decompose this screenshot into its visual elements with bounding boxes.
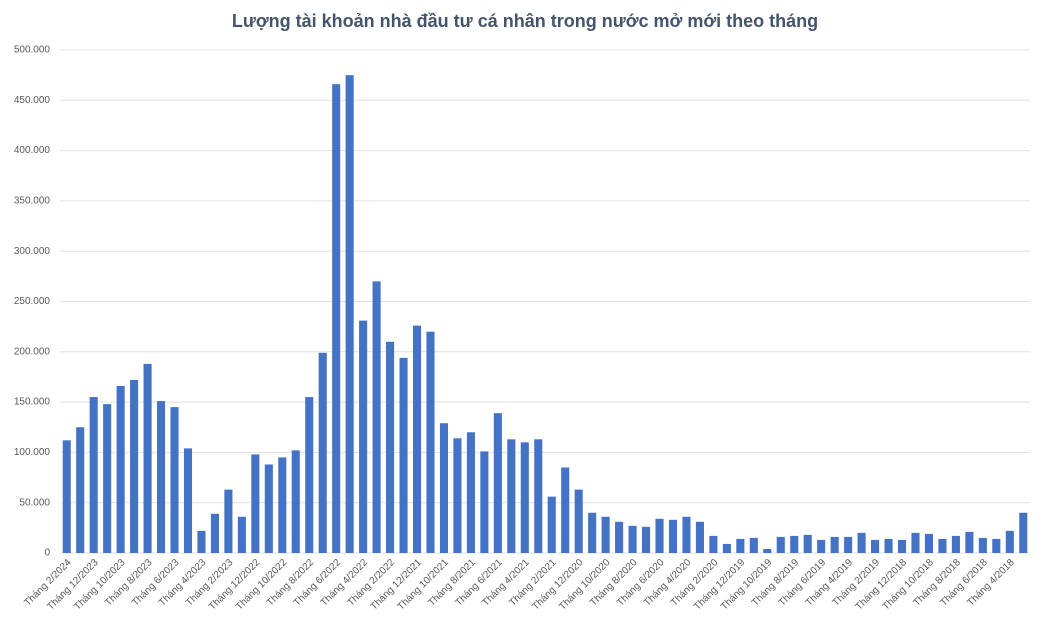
- bar: [62, 440, 71, 553]
- bar: [628, 525, 637, 553]
- bar: [871, 539, 880, 553]
- bar: [736, 538, 745, 553]
- bar: [642, 526, 651, 553]
- y-tick-label: 150.000: [14, 397, 51, 408]
- bar: [924, 533, 933, 553]
- bar: [399, 357, 408, 553]
- bar: [561, 467, 570, 553]
- bar: [210, 513, 219, 553]
- bar: [426, 331, 435, 553]
- bar: [615, 521, 624, 553]
- bar: [386, 341, 395, 553]
- x-tick-label: Tháng 4/2018: [965, 557, 1017, 609]
- bar: [588, 512, 597, 553]
- y-tick-label: 100.000: [14, 447, 51, 458]
- y-tick-label: 200.000: [14, 346, 51, 357]
- bar: [412, 325, 422, 553]
- y-tick-label: 500.000: [14, 45, 51, 56]
- bar: [291, 450, 300, 553]
- bar: [453, 438, 462, 553]
- bar: [372, 281, 381, 553]
- bar: [1005, 530, 1014, 553]
- bar: [439, 423, 448, 553]
- bar: [359, 320, 368, 553]
- bar: [89, 397, 98, 553]
- bar: [197, 530, 206, 553]
- bar: [763, 548, 772, 553]
- bar: [749, 537, 758, 553]
- bar: [224, 489, 233, 553]
- chart-title: Lượng tài khoản nhà đầu tư cá nhân trong…: [232, 11, 818, 31]
- bar: [547, 496, 556, 553]
- bar: [776, 536, 785, 553]
- bar: [466, 432, 475, 553]
- bar: [103, 404, 112, 553]
- bar: [978, 537, 987, 553]
- bar: [143, 363, 152, 553]
- y-tick-label: 350.000: [14, 196, 51, 207]
- bar: [884, 538, 893, 553]
- y-tick-label: 250.000: [14, 296, 51, 307]
- bar: [345, 75, 354, 554]
- bar: [251, 454, 260, 553]
- bar: [332, 84, 341, 553]
- bar: [520, 442, 529, 553]
- bar: [116, 386, 125, 553]
- bar: [170, 407, 179, 553]
- y-tick-label: 300.000: [14, 246, 51, 257]
- bar: [278, 457, 287, 553]
- bar: [992, 538, 1001, 553]
- y-tick-label: 0: [44, 548, 50, 559]
- bar: [790, 535, 799, 553]
- bar: [951, 535, 960, 553]
- bar: [803, 534, 812, 553]
- bar: [830, 536, 839, 553]
- bar: [493, 413, 502, 553]
- bar: [695, 521, 704, 553]
- bar: [965, 531, 974, 553]
- bar: [844, 536, 853, 553]
- bar: [237, 516, 246, 553]
- bar: [911, 532, 920, 553]
- bar: [183, 448, 193, 553]
- bar: [682, 516, 691, 553]
- bar: [897, 539, 907, 553]
- bar: [601, 516, 610, 553]
- bar: [857, 532, 866, 553]
- bar: [480, 451, 489, 553]
- y-tick-label: 50.000: [19, 497, 50, 508]
- bar: [318, 352, 327, 553]
- bar: [817, 539, 826, 553]
- bar: [507, 439, 516, 553]
- bar: [938, 538, 947, 553]
- bar: [130, 379, 139, 553]
- bar: [722, 543, 731, 553]
- bar: [305, 397, 314, 553]
- bar: [574, 489, 583, 553]
- bar: [157, 401, 166, 553]
- y-tick-label: 450.000: [14, 95, 51, 106]
- bar: [76, 427, 85, 553]
- bar: [668, 519, 678, 553]
- bar: [264, 464, 273, 553]
- bar: [1019, 512, 1028, 553]
- y-tick-label: 400.000: [14, 145, 51, 156]
- bar: [655, 518, 664, 553]
- bar: [534, 439, 543, 553]
- bar: [709, 535, 718, 553]
